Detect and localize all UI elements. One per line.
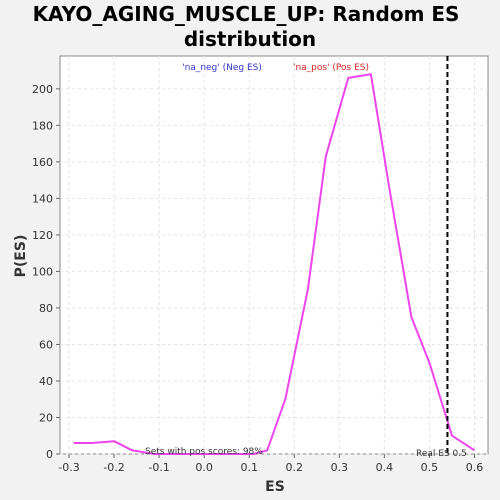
y-axis-ticks: 0 20 40 60 80 100 120 140 160 180 200 [32, 83, 60, 461]
y-tick-label: 60 [39, 338, 53, 351]
y-tick-label: 20 [39, 411, 53, 424]
chart-title-line1: KAYO_AGING_MUSCLE_UP: Random ES [33, 2, 460, 26]
y-tick-label: 100 [32, 265, 53, 278]
y-tick-label: 140 [32, 192, 53, 205]
chart-title-line2: distribution [184, 27, 316, 51]
legend-entry-pos: 'na_pos' (Pos ES) [293, 63, 369, 73]
x-axis-ticks: -0.3 -0.2 -0.1 0.0 0.1 0.2 0.3 0.4 0.5 0.6 [58, 454, 483, 474]
x-tick-label: 0.4 [376, 461, 394, 474]
legend-entry-neg: 'na_neg' (Neg ES) [182, 63, 262, 73]
y-tick-label: 160 [32, 156, 53, 169]
pos-scores-annotation: Sets with pos scores: 98% [145, 447, 263, 457]
grid [60, 56, 488, 455]
plot-area [59, 55, 489, 455]
x-tick-label: 0.3 [331, 461, 349, 474]
y-tick-label: 120 [32, 229, 53, 242]
y-tick-label: 0 [46, 448, 53, 461]
y-tick-label: 200 [32, 83, 53, 96]
x-tick-label: -0.2 [103, 461, 124, 474]
x-tick-label: -0.3 [58, 461, 79, 474]
y-tick-label: 180 [32, 119, 53, 132]
x-tick-label: -0.1 [148, 461, 169, 474]
series-layer [73, 73, 476, 455]
x-tick-label: 0.0 [195, 461, 213, 474]
y-tick-label: 40 [39, 375, 53, 388]
y-tick-label: 80 [39, 302, 53, 315]
x-tick-label: 0.5 [421, 461, 439, 474]
series-line [73, 73, 476, 455]
x-tick-label: 0.1 [240, 461, 258, 474]
y-axis-label: P(ES) [13, 235, 29, 278]
x-tick-label: 0.2 [286, 461, 304, 474]
real-es-label: Real ES 0.5 [416, 449, 467, 459]
x-tick-label: 0.6 [466, 461, 484, 474]
x-axis-label: ES [265, 479, 285, 495]
